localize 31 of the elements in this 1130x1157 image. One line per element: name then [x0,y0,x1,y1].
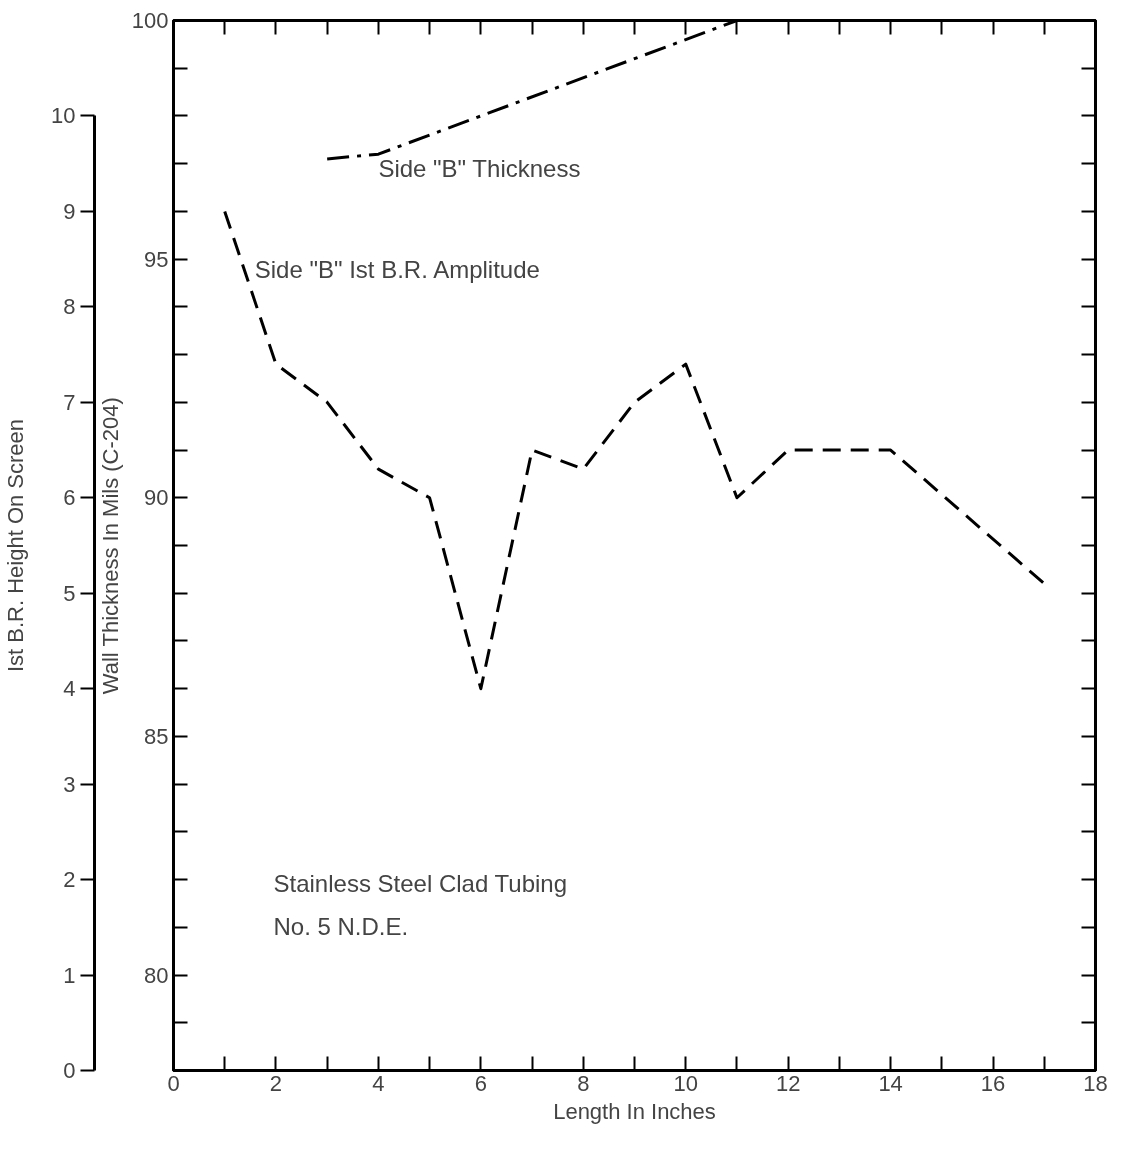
y2-tick-label: 4 [63,676,76,702]
y2-tick-label: 6 [63,485,76,511]
x-tick-label: 2 [269,1070,283,1096]
x-tick-label: 10 [673,1070,698,1096]
y2-tick-label: 3 [63,771,76,797]
x-tick-label: 12 [775,1070,801,1096]
series-label: Side "B" Ist B.R. Amplitude [254,256,540,284]
y-tick-label: 100 [131,8,169,33]
x-tick-label: 4 [372,1070,385,1096]
x-tick-label: 14 [878,1070,903,1096]
x-tick-label: 0 [167,1070,180,1096]
y2-tick-label: 5 [63,580,76,606]
x-tick-label: 16 [980,1070,1006,1096]
y2-tick-label: 7 [63,389,76,415]
x-tick-label: 6 [474,1070,487,1096]
y-tick-label: 85 [144,723,169,749]
x-axis-title: Length In Inches [553,1098,716,1124]
y2-tick-label: 9 [63,198,76,224]
y-tick-label: 80 [144,962,169,988]
x-tick-label: 18 [1083,1070,1108,1096]
y2-tick-label: 10 [51,103,76,129]
series-label: Side "B" Thickness [378,155,581,183]
y2-tick-label: 8 [63,294,76,320]
y2-tick-label: 2 [63,867,76,893]
y-tick-label: 90 [144,485,169,511]
y2-tick-label: 1 [63,962,76,988]
y-axis-title: Wall Thickness In Mils (C-204) [97,397,123,695]
annotation: Stainless Steel Clad Tubing No. 5 N.D.E. [273,870,568,941]
x-tick-label: 8 [577,1070,590,1096]
y-tick-label: 95 [144,246,169,272]
y2-axis-title: Ist B.R. Height On Screen [3,418,29,673]
